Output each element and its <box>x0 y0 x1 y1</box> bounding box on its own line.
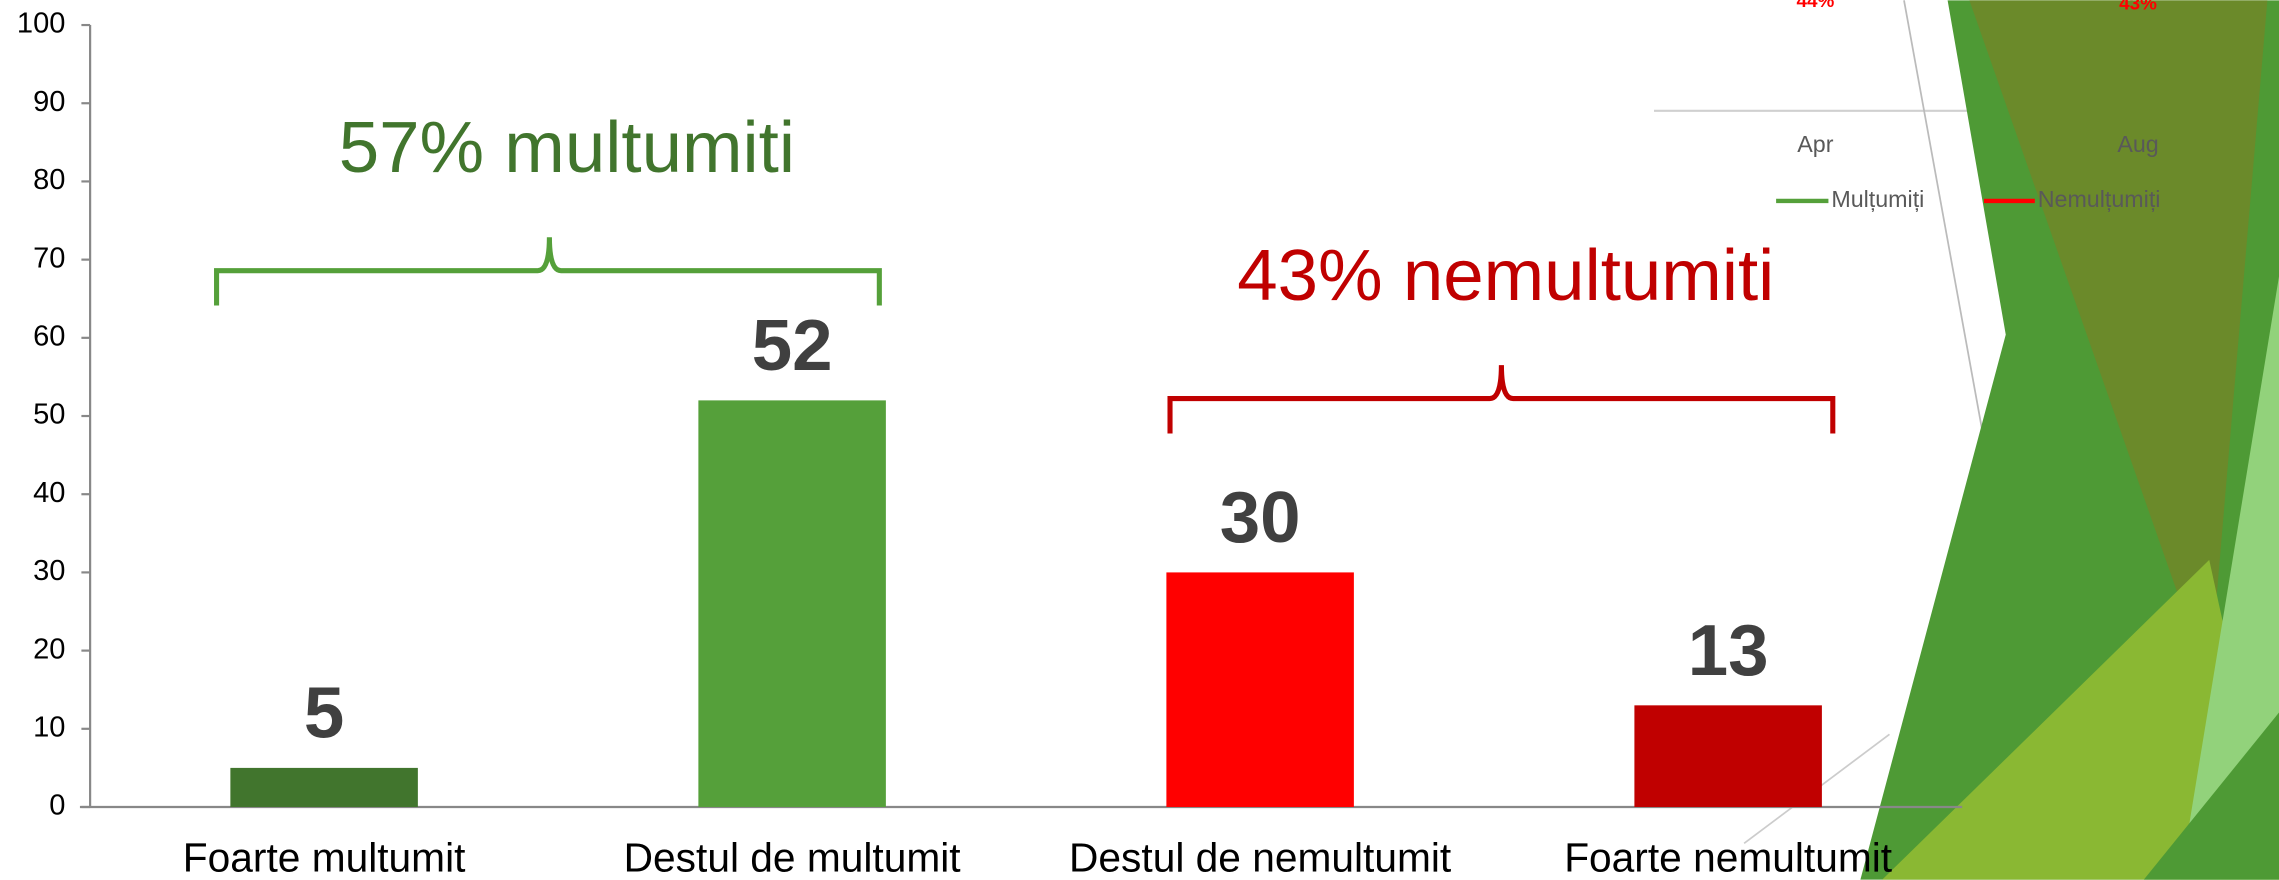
y-tick-label: 0 <box>49 790 65 822</box>
y-tick-label: 70 <box>33 242 65 274</box>
y-tick-label: 30 <box>33 555 65 587</box>
value-label: 13 <box>1688 610 1769 691</box>
bar <box>698 400 886 807</box>
x-tick-label: Foarte nemultumit <box>1564 835 1892 880</box>
inset-label: 44% <box>1796 0 1834 12</box>
inset-legend: Nemulțumiți <box>2038 186 2161 212</box>
bar <box>1634 705 1822 807</box>
y-tick-label: 40 <box>33 477 65 509</box>
y-tick-label: 80 <box>33 164 65 196</box>
annotation: 57% multumiti <box>339 107 795 188</box>
value-label: 30 <box>1220 477 1301 558</box>
y-tick-label: 20 <box>33 633 65 665</box>
brace <box>1167 365 1836 434</box>
background-decoration: 44% 43% Apr Aug Mulțumiți Nemulțumiți <box>1654 0 2279 880</box>
brace <box>214 237 882 306</box>
bar <box>1166 572 1354 807</box>
y-tick-label: 10 <box>33 711 65 743</box>
y-tick-label: 90 <box>33 86 65 118</box>
value-label: 52 <box>752 305 833 386</box>
y-tick-label: 60 <box>33 320 65 352</box>
y-tick-label: 50 <box>33 399 65 431</box>
x-tick-label: Foarte multumit <box>183 835 466 880</box>
value-label: 5 <box>304 673 344 754</box>
bar <box>230 767 418 807</box>
inset-label: 43% <box>2119 0 2157 15</box>
annotation: 43% nemultumiti <box>1237 235 1774 316</box>
inset-category: Aug <box>2117 131 2158 157</box>
y-tick-label: 100 <box>17 8 65 40</box>
x-tick-label: Destul de multumit <box>624 835 961 880</box>
inset-category: Apr <box>1797 131 1833 157</box>
inset-legend: Mulțumiți <box>1831 186 1924 212</box>
x-tick-label: Destul de nemultumit <box>1069 835 1451 880</box>
